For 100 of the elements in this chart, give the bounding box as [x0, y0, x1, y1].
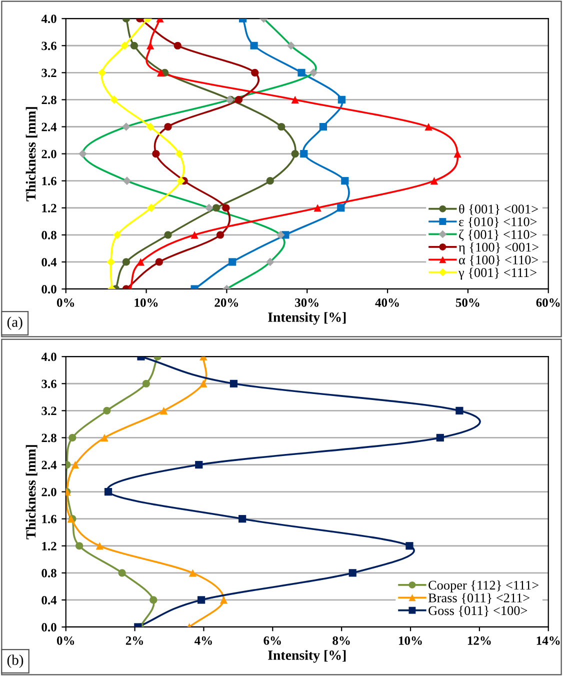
point: [176, 176, 186, 185]
legend-label: ζ {001} <110>: [459, 230, 537, 242]
point: [266, 258, 274, 266]
y-tick-label: 4.0: [41, 352, 56, 362]
x-tick-label: 60%: [536, 298, 560, 307]
point: [200, 380, 208, 388]
x-tick-label: 10%: [134, 298, 158, 307]
y-tick-label: 2.4: [42, 460, 57, 470]
point: [291, 150, 299, 158]
point: [286, 41, 296, 50]
point: [234, 96, 243, 104]
point: [118, 569, 126, 577]
point: [122, 176, 132, 185]
point: [110, 96, 118, 104]
y-tick-label: 3.2: [42, 68, 56, 78]
point: [104, 488, 112, 496]
y-tick-label: 2.0: [42, 150, 56, 158]
x-tick-label: 8%: [332, 636, 350, 645]
x-tick-label: 20%: [214, 298, 238, 307]
y-tick-label: 2.0: [42, 488, 56, 496]
legend-label: Goss {011} <100>: [428, 606, 528, 617]
point: [298, 68, 306, 76]
point: [103, 406, 111, 414]
point: [78, 150, 87, 158]
legend-label: Cooper {112} <111>: [428, 580, 538, 592]
y-tick-label: 0.0: [42, 623, 56, 632]
point: [175, 150, 184, 158]
text: (a): [7, 316, 22, 330]
point: [188, 569, 196, 577]
point: [251, 68, 259, 76]
point: [309, 68, 318, 77]
point: [155, 258, 163, 266]
point: [198, 596, 206, 604]
point: [122, 258, 130, 266]
point: [204, 204, 214, 212]
point: [291, 96, 299, 104]
point: [130, 42, 138, 50]
point: [300, 150, 308, 158]
point: [150, 596, 158, 604]
x-axis-title: Intensity [%]: [268, 650, 346, 663]
y-tick-label: 1.6: [42, 514, 56, 524]
point: [120, 41, 129, 50]
x-tick-label: 12%: [468, 636, 491, 645]
x-tick-label: 4%: [194, 636, 212, 645]
legend-label: ε {010} <110>: [459, 216, 537, 228]
point: [454, 150, 462, 158]
point: [341, 177, 349, 185]
x-tick-label: 30%: [295, 298, 318, 307]
point: [146, 204, 156, 212]
y-tick-label: 0.8: [42, 568, 56, 578]
x-tick-label: 40%: [375, 298, 399, 307]
point: [190, 231, 198, 239]
point: [146, 42, 154, 50]
point: [174, 42, 182, 50]
point: [338, 96, 346, 104]
point: [216, 231, 224, 239]
legend-label: γ {001} <111>: [458, 268, 536, 280]
legend-label: η {100} <001>: [458, 242, 538, 254]
y-axis-title: Thickness [mm]: [26, 445, 38, 540]
y-tick-label: 1.2: [42, 204, 56, 212]
point: [276, 230, 285, 240]
y-tick-label: 0.0: [42, 285, 56, 294]
y-tick-label: 3.6: [42, 380, 56, 388]
point: [212, 204, 220, 212]
point: [266, 177, 274, 185]
point: [142, 380, 150, 388]
point: [100, 434, 108, 442]
point: [195, 460, 203, 469]
y-axis-title: Thickness [mm]: [26, 107, 38, 202]
y-tick-label: 1.6: [42, 176, 56, 186]
legend-label: α {100} <110>: [459, 255, 538, 266]
x-tick-label: 50%: [456, 298, 480, 307]
point: [337, 204, 345, 212]
y-tick-label: 0.4: [42, 258, 57, 266]
point: [122, 122, 130, 131]
point: [152, 150, 160, 158]
point: [348, 569, 356, 577]
point: [220, 596, 228, 604]
point: [424, 122, 432, 131]
y-tick-label: 3.6: [42, 42, 56, 50]
point: [106, 258, 116, 266]
legend-label: θ {001} <001>: [459, 204, 538, 216]
point: [113, 230, 122, 240]
point: [436, 434, 444, 442]
y-tick-label: 1.2: [42, 542, 56, 550]
x-tick-label: 2%: [126, 636, 143, 645]
legend-label: Brass {011} <211>: [428, 593, 530, 604]
point: [164, 231, 172, 239]
point: [230, 380, 238, 388]
point: [430, 177, 438, 185]
point: [68, 434, 76, 442]
y-tick-label: 2.8: [42, 96, 56, 104]
point: [76, 542, 84, 550]
point: [146, 122, 154, 131]
point: [228, 258, 236, 266]
y-tick-label: 0.8: [42, 230, 56, 240]
x-tick-label: 0%: [56, 298, 74, 307]
y-tick-label: 2.4: [42, 122, 57, 132]
point: [250, 42, 258, 50]
point: [222, 204, 230, 212]
